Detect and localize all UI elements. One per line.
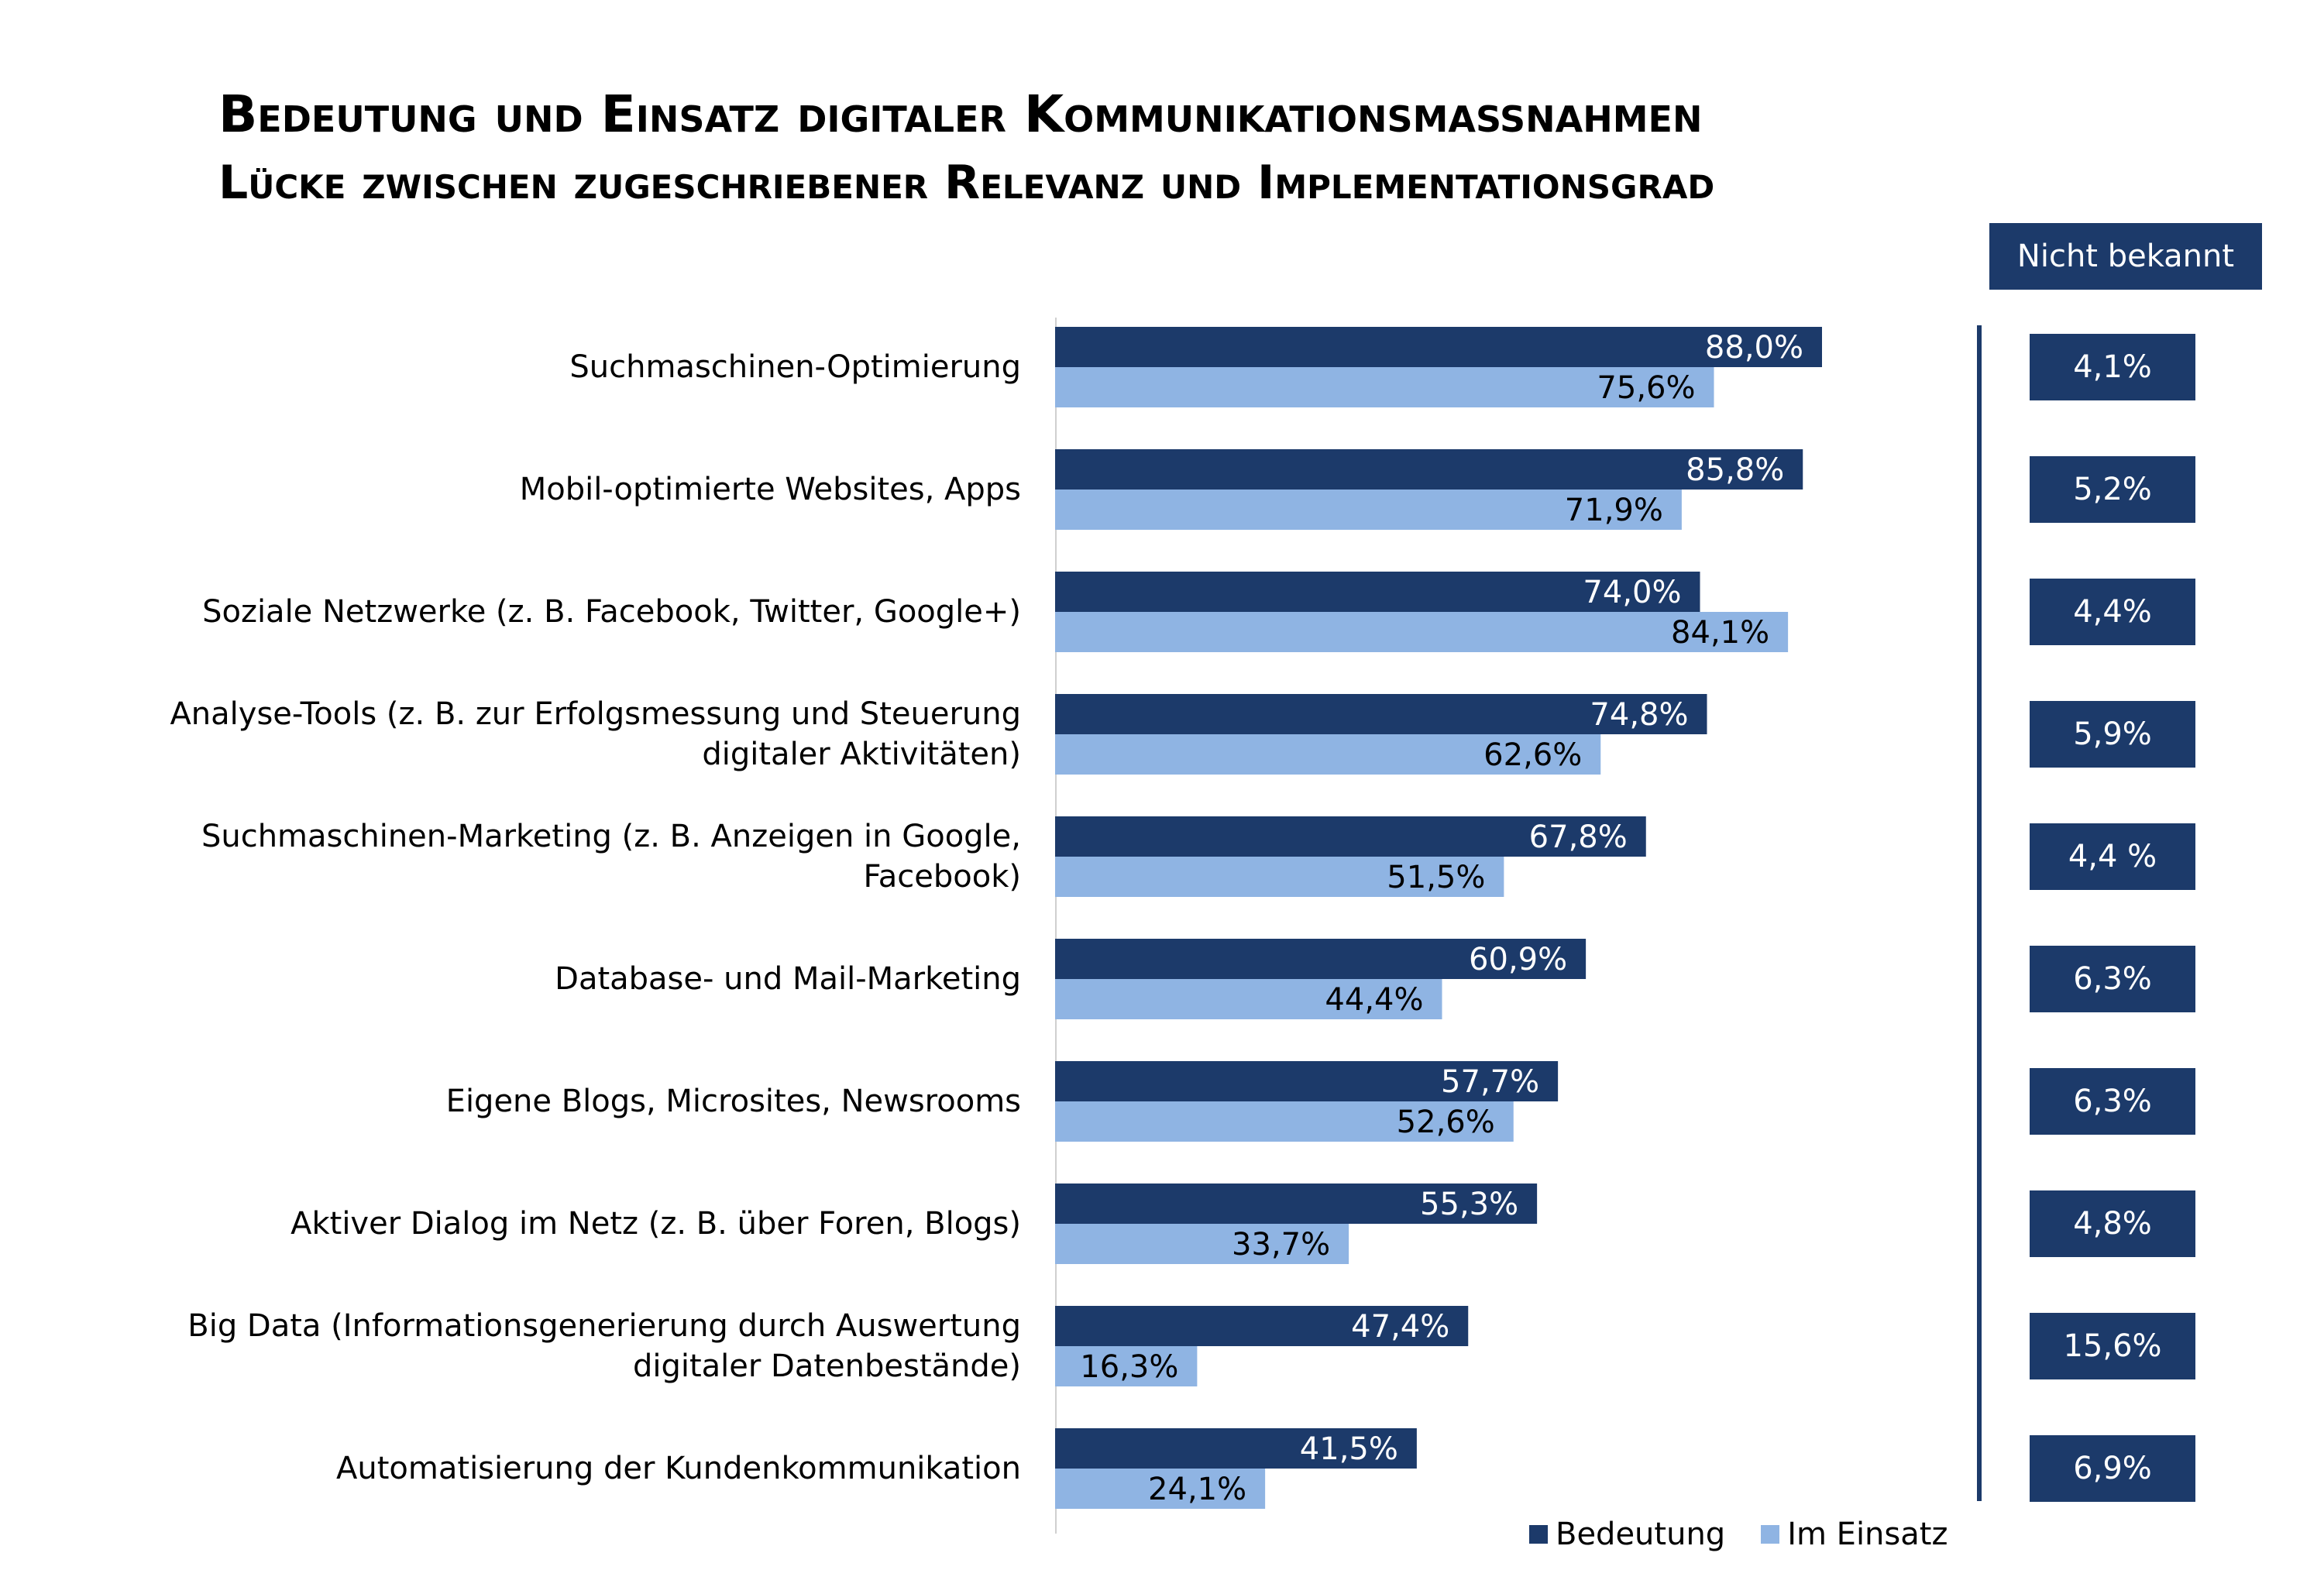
- legend-item-im-einsatz: Im Einsatz: [1761, 1517, 1948, 1552]
- category-label-line: Analyse-Tools (z. B. zur Erfolgsmessung …: [170, 696, 1021, 732]
- bar-im-einsatz: [1055, 1469, 1266, 1509]
- nicht-bekannt-value: 4,4 %: [2030, 823, 2195, 890]
- nicht-bekannt-value: 4,4%: [2030, 579, 2195, 645]
- chart-title: Bedeutung und Einsatz digitaler Kommunik…: [218, 84, 1703, 144]
- category-label-line: Big Data (Informationsgenerierung durch …: [187, 1308, 1021, 1344]
- category-label-line: digitaler Datenbestände): [632, 1348, 1021, 1384]
- bar-im-einsatz: [1055, 612, 1789, 652]
- bar-im-einsatz: [1055, 1101, 1514, 1142]
- chart-subtitle: Lücke zwischen zugeschriebener Relevanz …: [218, 156, 1715, 210]
- legend-swatch-im-einsatz: [1761, 1525, 1780, 1544]
- nicht-bekannt-value: 6,3%: [2030, 946, 2195, 1012]
- category-axis-line: [1055, 318, 1057, 1534]
- category-label-line: Eigene Blogs, Microsites, Newsrooms: [445, 1084, 1021, 1119]
- category-label: Eigene Blogs, Microsites, Newsrooms: [116, 1081, 1021, 1122]
- data-label-im-einsatz: 52,6%: [1397, 1104, 1495, 1140]
- bar-bedeutung: [1055, 1061, 1559, 1101]
- bar-bedeutung: [1055, 572, 1700, 612]
- bar-im-einsatz: [1055, 1224, 1349, 1264]
- category-label: Database- und Mail-Marketing: [116, 959, 1021, 999]
- category-label-line: Suchmaschinen-Optimierung: [569, 349, 1021, 385]
- bar-bedeutung: [1055, 327, 1822, 367]
- data-label-bedeutung: 47,4%: [1351, 1309, 1449, 1345]
- data-label-im-einsatz: 71,9%: [1565, 493, 1663, 528]
- category-label: Analyse-Tools (z. B. zur Erfolgsmessung …: [116, 694, 1021, 775]
- bar-im-einsatz: [1055, 857, 1504, 897]
- data-label-bedeutung: 60,9%: [1469, 942, 1567, 977]
- data-label-im-einsatz: 33,7%: [1232, 1227, 1330, 1263]
- data-label-bedeutung: 88,0%: [1705, 330, 1803, 366]
- bar-bedeutung: [1055, 1306, 1469, 1346]
- data-label-bedeutung: 74,0%: [1583, 575, 1681, 610]
- bar-im-einsatz: [1055, 979, 1442, 1019]
- nicht-bekannt-value: 6,3%: [2030, 1068, 2195, 1135]
- category-label-line: Facebook): [863, 859, 1021, 895]
- category-label: Suchmaschinen-Optimierung: [116, 347, 1021, 387]
- bar-bedeutung: [1055, 1184, 1538, 1224]
- bar-bedeutung: [1055, 1428, 1417, 1469]
- bar-im-einsatz: [1055, 734, 1601, 775]
- bar-bedeutung: [1055, 816, 1646, 857]
- category-label-line: Database- und Mail-Marketing: [555, 961, 1021, 997]
- legend: Bedeutung Im Einsatz: [1529, 1517, 1983, 1552]
- nicht-bekannt-divider: [1977, 325, 1982, 1501]
- nicht-bekannt-value: 15,6%: [2030, 1313, 2195, 1379]
- nicht-bekannt-value: 5,2%: [2030, 456, 2195, 523]
- nicht-bekannt-value: 4,8%: [2030, 1190, 2195, 1257]
- bar-bedeutung: [1055, 449, 1803, 490]
- legend-label-im-einsatz: Im Einsatz: [1787, 1517, 1948, 1552]
- nicht-bekannt-value: 4,1%: [2030, 334, 2195, 400]
- data-label-bedeutung: 67,8%: [1529, 819, 1628, 855]
- data-label-bedeutung: 41,5%: [1300, 1431, 1398, 1467]
- data-label-bedeutung: 55,3%: [1420, 1187, 1518, 1222]
- data-label-im-einsatz: 44,4%: [1325, 982, 1423, 1018]
- category-label: Automatisierung der Kundenkommunikation: [116, 1448, 1021, 1489]
- legend-label-bedeutung: Bedeutung: [1556, 1517, 1726, 1552]
- category-label-line: Aktiver Dialog im Netz (z. B. über Foren…: [290, 1206, 1021, 1242]
- category-label: Suchmaschinen-Marketing (z. B. Anzeigen …: [116, 816, 1021, 897]
- category-label-line: Soziale Netzwerke (z. B. Facebook, Twitt…: [202, 594, 1021, 630]
- category-label-line: Suchmaschinen-Marketing (z. B. Anzeigen …: [201, 819, 1021, 854]
- data-label-im-einsatz: 75,6%: [1597, 370, 1695, 406]
- nicht-bekannt-value: 5,9%: [2030, 701, 2195, 768]
- data-label-im-einsatz: 51,5%: [1387, 860, 1485, 895]
- data-label-im-einsatz: 16,3%: [1080, 1349, 1178, 1385]
- category-label-line: digitaler Aktivitäten): [702, 737, 1021, 772]
- legend-item-bedeutung: Bedeutung: [1529, 1517, 1725, 1552]
- category-label-line: Mobil-optimierte Websites, Apps: [519, 472, 1021, 507]
- category-label: Soziale Netzwerke (z. B. Facebook, Twitt…: [116, 592, 1021, 632]
- nicht-bekannt-header: Nicht bekannt: [1989, 223, 2262, 290]
- category-label: Mobil-optimierte Websites, Apps: [116, 469, 1021, 510]
- data-label-im-einsatz: 62,6%: [1483, 737, 1582, 773]
- nicht-bekannt-value: 6,9%: [2030, 1435, 2195, 1502]
- bar-bedeutung: [1055, 939, 1587, 979]
- bar-im-einsatz: [1055, 367, 1714, 407]
- bar-im-einsatz: [1055, 490, 1682, 530]
- data-label-bedeutung: 74,8%: [1590, 697, 1688, 733]
- data-label-bedeutung: 57,7%: [1441, 1064, 1539, 1100]
- bar-bedeutung: [1055, 694, 1707, 734]
- legend-swatch-bedeutung: [1529, 1525, 1548, 1544]
- category-label-line: Automatisierung der Kundenkommunikation: [336, 1451, 1021, 1486]
- data-label-im-einsatz: 24,1%: [1148, 1472, 1246, 1507]
- category-label: Aktiver Dialog im Netz (z. B. über Foren…: [116, 1204, 1021, 1244]
- data-label-bedeutung: 85,8%: [1686, 452, 1784, 488]
- bar-im-einsatz: [1055, 1346, 1198, 1386]
- data-label-im-einsatz: 84,1%: [1671, 615, 1769, 651]
- category-label: Big Data (Informationsgenerierung durch …: [116, 1306, 1021, 1386]
